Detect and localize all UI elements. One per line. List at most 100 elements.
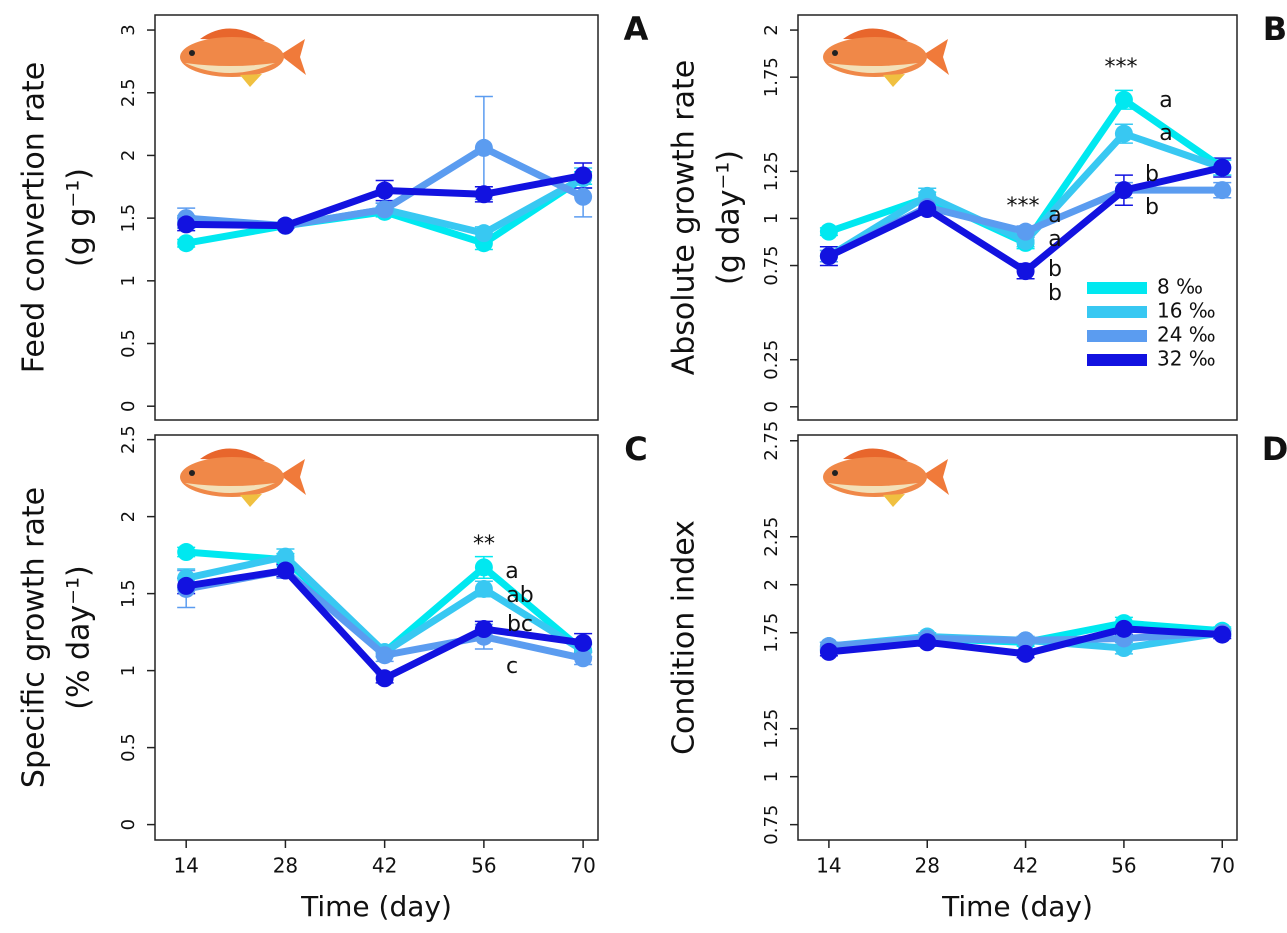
point	[474, 620, 493, 639]
point	[474, 558, 493, 577]
y-tick-label: 1.75	[761, 57, 782, 97]
annotation: a	[1048, 203, 1061, 228]
point	[177, 543, 196, 562]
y-tick-label: 0	[118, 400, 139, 411]
annotation: a	[1159, 121, 1172, 146]
fish-eye	[189, 470, 195, 476]
fish-eye	[189, 50, 195, 56]
y-tick-label: 0.25	[761, 340, 782, 380]
point	[276, 216, 295, 235]
fish-tail	[923, 459, 949, 495]
point	[819, 642, 838, 661]
point	[1016, 631, 1035, 650]
y-tick-label: 2.5	[118, 425, 139, 454]
annotation: b	[1048, 257, 1062, 282]
point	[474, 579, 493, 598]
annotation: b	[1145, 195, 1159, 220]
annotation: ***	[1007, 194, 1040, 219]
point	[918, 633, 937, 652]
fish-icon	[823, 28, 949, 87]
y-axis-label: (g g⁻¹)	[62, 168, 97, 267]
y-tick-label: 2	[761, 579, 782, 590]
legend-label: 24 ‰	[1157, 323, 1216, 347]
point	[177, 576, 196, 595]
annotation: ***	[1105, 55, 1138, 80]
point	[1114, 124, 1133, 143]
y-axis-label: Absolute growth rate	[667, 60, 702, 376]
fish-eye	[832, 50, 838, 56]
fish-icon	[180, 448, 306, 507]
x-tick-label: 42	[1013, 854, 1038, 878]
point	[1114, 90, 1133, 109]
fish-belly-fin	[240, 494, 262, 507]
y-tick-label: 2.75	[761, 421, 782, 461]
legend-label: 16 ‰	[1157, 299, 1216, 323]
y-tick-label: 1.5	[118, 579, 139, 608]
x-tick-label: 14	[173, 854, 198, 878]
fish-fin	[843, 448, 908, 461]
point	[1213, 181, 1232, 200]
x-axis-label: Time (day)	[941, 890, 1093, 923]
point	[276, 547, 295, 566]
fish-belly	[185, 483, 275, 493]
plot-frame	[154, 434, 599, 841]
point	[375, 200, 394, 219]
point	[177, 234, 196, 253]
point	[375, 181, 394, 200]
annotation: b	[1145, 162, 1159, 187]
panel-label: C	[624, 430, 647, 468]
y-tick-label: 1	[118, 665, 139, 676]
point	[574, 633, 593, 652]
point	[375, 646, 394, 665]
y-tick-label: 2	[761, 24, 782, 35]
fish-belly	[185, 63, 275, 73]
point	[474, 224, 493, 243]
plot-frame	[797, 434, 1238, 841]
point	[574, 649, 593, 668]
x-tick-label: 56	[471, 854, 496, 878]
fish-icon	[823, 448, 949, 507]
point	[1213, 625, 1232, 644]
y-tick-label: 2.25	[761, 517, 782, 557]
panel-label: D	[1262, 430, 1287, 468]
y-tick-label: 2.5	[118, 78, 139, 107]
panel-label: A	[624, 10, 649, 48]
fish-tail	[280, 39, 306, 75]
fish-fin	[843, 28, 908, 41]
y-axis-label: (g day⁻¹)	[712, 150, 747, 285]
y-tick-label: 1.5	[118, 204, 139, 233]
point	[918, 200, 937, 219]
point	[474, 185, 493, 204]
point	[375, 669, 394, 688]
point	[1213, 158, 1232, 177]
fish-icon	[180, 28, 306, 87]
fish-tail	[923, 39, 949, 75]
y-tick-label: 2	[118, 150, 139, 161]
x-tick-label: 28	[915, 854, 940, 878]
y-tick-label: 1	[118, 275, 139, 286]
fish-belly-fin	[883, 494, 905, 507]
fish-fin	[200, 28, 265, 41]
y-tick-label: 0.75	[761, 805, 782, 845]
point	[1114, 619, 1133, 638]
fish-belly-fin	[883, 74, 905, 87]
fish-belly	[828, 483, 918, 493]
fish-eye	[832, 470, 838, 476]
annotation: ab	[506, 583, 533, 608]
point	[574, 187, 593, 206]
point	[1016, 644, 1035, 663]
x-tick-label: 28	[273, 854, 298, 878]
point	[1114, 181, 1133, 200]
y-axis-label: (% day⁻¹)	[62, 565, 97, 710]
y-tick-label: 3	[118, 24, 139, 35]
point	[276, 561, 295, 580]
y-axis-label: Specific growth rate	[17, 487, 52, 788]
x-tick-label: 70	[1210, 854, 1235, 878]
panel-label: B	[1263, 10, 1287, 48]
x-tick-label: 14	[816, 854, 841, 878]
annotation: a	[505, 559, 518, 584]
point	[474, 138, 493, 157]
y-tick-label: 1.25	[761, 151, 782, 191]
y-tick-label: 1	[761, 771, 782, 782]
point	[574, 166, 593, 185]
